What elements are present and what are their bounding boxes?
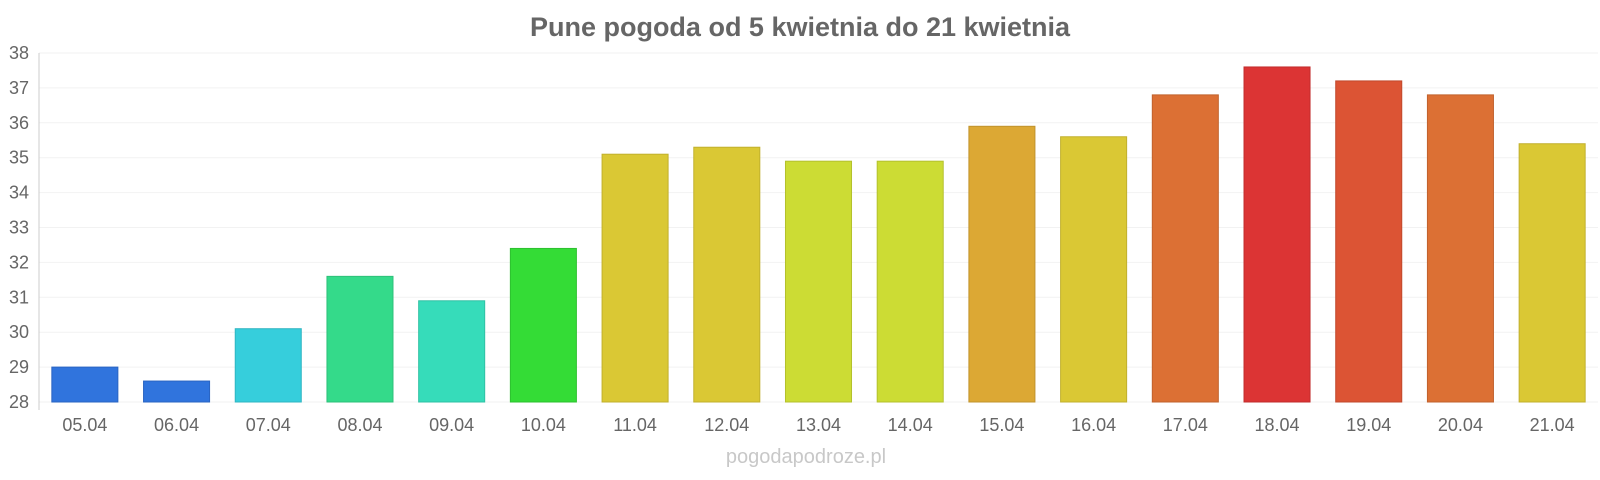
x-tick-label: 06.04	[154, 415, 199, 435]
bar-08.04	[326, 275, 394, 403]
bar-21.04	[1518, 143, 1586, 403]
x-tick-label: 15.04	[979, 415, 1024, 435]
bar-09.04	[418, 300, 486, 403]
y-tick-label: 34	[9, 183, 29, 203]
x-tick-label: 14.04	[888, 415, 933, 435]
bar-18.04	[1243, 66, 1311, 403]
y-tick-label: 28	[9, 392, 29, 412]
bar-07.04	[234, 328, 302, 403]
x-tick-label: 17.04	[1163, 415, 1208, 435]
bar-10.04	[509, 247, 577, 403]
y-tick-label: 37	[9, 78, 29, 98]
y-tick-label: 29	[9, 357, 29, 377]
y-tick-label: 35	[9, 148, 29, 168]
x-tick-label: 07.04	[246, 415, 291, 435]
y-tick-label: 30	[9, 322, 29, 342]
x-tick-label: 11.04	[613, 415, 657, 435]
y-tick-label: 32	[9, 252, 29, 272]
bar-20.04	[1426, 94, 1494, 403]
bar-13.04	[784, 160, 853, 403]
bar-15.04	[968, 125, 1036, 403]
x-tick-label: 21.04	[1530, 415, 1575, 435]
y-tick-label: 36	[9, 113, 29, 133]
bar-11.04	[601, 153, 669, 403]
watermark: pogodapodroze.pl	[726, 446, 886, 468]
bars	[51, 66, 1586, 403]
y-tick-label: 31	[9, 287, 29, 307]
y-axis-ticks: 28 29 30 31 32 33 34 35 36 37 38	[9, 43, 29, 412]
x-tick-label: 05.04	[62, 415, 107, 435]
bar-16.04	[1060, 136, 1128, 403]
x-tick-label: 18.04	[1255, 415, 1300, 435]
chart-title: Pune pogoda od 5 kwietnia do 21 kwietnia	[530, 12, 1071, 42]
y-tick-label: 38	[9, 43, 29, 63]
x-tick-label: 20.04	[1438, 415, 1483, 435]
x-tick-label: 13.04	[796, 415, 841, 435]
x-tick-label: 08.04	[337, 415, 382, 435]
x-tick-label: 19.04	[1346, 415, 1391, 435]
x-axis-ticks: 05.04 06.04 07.04 08.04 09.04 10.04 11.04 12.04…	[62, 415, 1574, 435]
x-tick-label: 09.04	[429, 415, 474, 435]
x-tick-label: 10.04	[521, 415, 566, 435]
bar-19.04	[1335, 80, 1403, 403]
bar-05.04	[51, 366, 119, 403]
bar-14.04	[876, 160, 944, 403]
y-tick-label: 33	[9, 218, 29, 238]
x-tick-label: 16.04	[1071, 415, 1116, 435]
bar-06.04	[143, 380, 211, 403]
bar-12.04	[693, 146, 761, 403]
bar-17.04	[1151, 94, 1219, 403]
x-tick-label: 12.04	[704, 415, 749, 435]
